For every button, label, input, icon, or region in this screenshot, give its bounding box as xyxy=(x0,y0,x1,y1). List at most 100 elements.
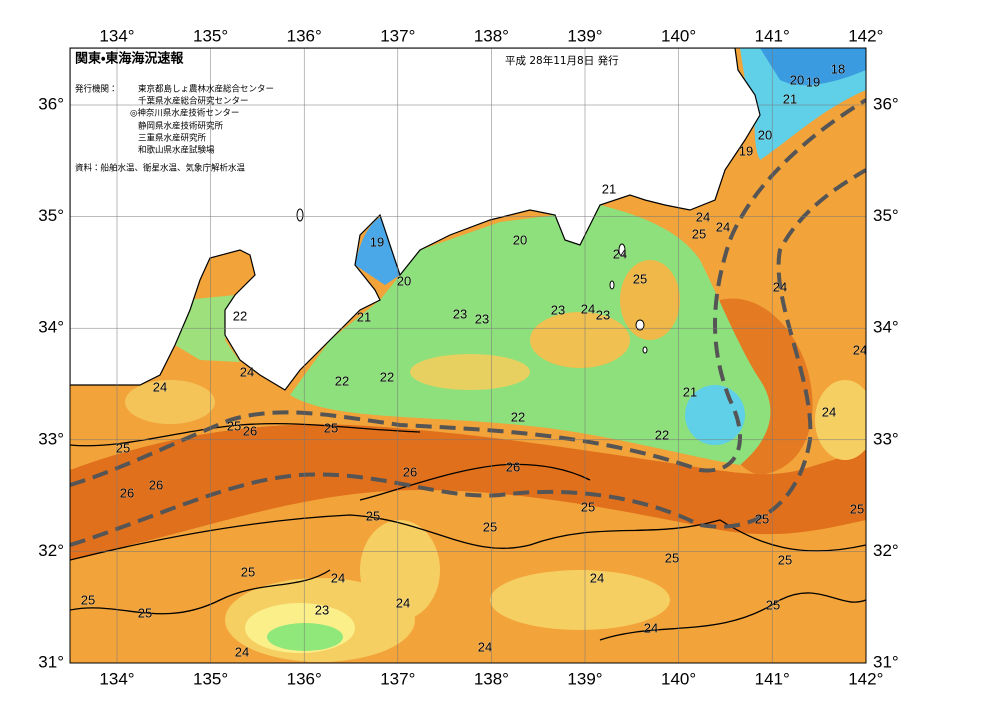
lat-label-right: 36° xyxy=(873,94,899,113)
isotherm-label: 23 xyxy=(315,602,329,617)
isotherm-label: 23 xyxy=(475,311,489,326)
isotherm-label: 26 xyxy=(149,477,163,492)
isotherm-label: 26 xyxy=(243,423,257,438)
island xyxy=(618,243,626,257)
cool-area xyxy=(490,570,670,630)
isotherm-label: 21 xyxy=(357,309,371,324)
land xyxy=(70,48,761,391)
issuer-name: 三重県水産研究所 xyxy=(138,133,207,144)
isotherm-label: 24 xyxy=(644,620,658,635)
islands xyxy=(296,208,648,354)
lat-label-right: 31° xyxy=(873,652,899,671)
isotherm-label: 22 xyxy=(335,373,349,388)
isotherm-label: 23 xyxy=(596,307,610,322)
isotherm-label: 21 xyxy=(602,181,616,196)
isotherm-label: 22 xyxy=(380,369,394,384)
isotherm-label: 24 xyxy=(235,644,249,659)
isotherm-label: 25 xyxy=(81,592,95,607)
kuroshio-axes xyxy=(70,98,866,547)
cool-area xyxy=(360,520,440,620)
isotherm-label: 24 xyxy=(478,639,492,654)
lat-label-right: 34° xyxy=(873,318,899,337)
lon-label-bottom: 139° xyxy=(567,669,602,688)
isotherm-label: 24 xyxy=(581,301,595,316)
isotherm-label: 24 xyxy=(773,279,787,294)
isotherm-label: 25 xyxy=(665,550,679,565)
lon-label-bottom: 135° xyxy=(193,669,228,688)
isotherm-label: 22 xyxy=(511,409,525,424)
isotherm-label: 20 xyxy=(758,127,772,142)
isotherm-label: 24 xyxy=(396,595,410,610)
lon-label-bottom: 137° xyxy=(380,669,415,688)
lat-label-left: 31° xyxy=(38,652,64,671)
isotherm-label: 21 xyxy=(783,91,797,106)
isotherm-label: 25 xyxy=(633,271,647,286)
warm-intrusion xyxy=(410,354,530,390)
kuroshio-axis xyxy=(70,168,866,547)
isotherm-label: 25 xyxy=(227,418,241,433)
isotherm-label: 25 xyxy=(116,440,130,455)
lat-label-right: 32° xyxy=(873,541,899,560)
island xyxy=(296,208,304,222)
isotherm-label: 25 xyxy=(755,511,769,526)
island xyxy=(642,346,648,354)
lon-label-top: 142° xyxy=(848,26,883,45)
isotherm-label: 25 xyxy=(850,501,864,516)
isotherm-label: 18 xyxy=(831,61,845,76)
isotherm-label: 26 xyxy=(403,464,417,479)
lat-label-left: 33° xyxy=(38,429,64,448)
isotherm-label: 25 xyxy=(581,499,595,514)
isotherm-label: 25 xyxy=(766,597,780,612)
lat-label-left: 36° xyxy=(38,94,64,113)
isotherm-label: 24 xyxy=(590,570,604,585)
lon-label-top: 137° xyxy=(380,26,415,45)
isotherm xyxy=(70,422,421,447)
lon-label-top: 141° xyxy=(755,26,790,45)
isotherm-label: 25 xyxy=(366,508,380,523)
issue-date: 平成 28年11月8日 発行 xyxy=(505,54,619,67)
isotherm-label: 20 xyxy=(397,273,411,288)
isotherm-label: 24 xyxy=(240,364,254,379)
issuer-name: ◎神奈川県水産技術センター xyxy=(130,108,239,119)
lon-label-bottom: 140° xyxy=(661,669,696,688)
isotherm-label: 26 xyxy=(506,459,520,474)
issuer-name: 和歌山県水産試験場 xyxy=(138,145,215,156)
isotherm-label: 24 xyxy=(853,342,867,357)
isotherms xyxy=(70,422,866,641)
issuer-name: 静岡県水産技術研究所 xyxy=(138,121,224,132)
isotherm-label: 24 xyxy=(716,219,730,234)
data-source: 資料：船舶水温、衛星水温、気象庁解析水温 xyxy=(75,163,246,174)
isotherm-label: 23 xyxy=(551,302,565,317)
lat-label-right: 33° xyxy=(873,429,899,448)
isotherm-label: 25 xyxy=(324,420,338,435)
channel-water xyxy=(175,295,240,362)
isotherm-label: 25 xyxy=(692,226,706,241)
isotherm-label: 20 xyxy=(513,232,527,247)
lon-label-top: 135° xyxy=(193,26,228,45)
isotherm-label: 19 xyxy=(370,234,384,249)
isotherm-label: 23 xyxy=(453,306,467,321)
issuer-name: 千葉県水産総合研究センター xyxy=(138,96,249,107)
cold-water xyxy=(760,48,866,86)
isotherm-label: 25 xyxy=(483,519,497,534)
isotherm xyxy=(359,463,591,501)
axis-labels: 134° 134° 135° 135° 136° 136° 137° 137° 138° 138°… xyxy=(38,26,898,688)
warm-intrusion xyxy=(620,260,680,340)
issuer-name: 東京都島しょ農林水産総合センター xyxy=(138,84,274,95)
isotherm-label: 26 xyxy=(120,485,134,500)
lon-label-bottom: 134° xyxy=(99,669,134,688)
graticule xyxy=(70,48,866,663)
lon-label-bottom: 142° xyxy=(848,669,883,688)
lat-label-right: 35° xyxy=(873,206,899,225)
lon-label-top: 139° xyxy=(567,26,602,45)
cool-area xyxy=(125,380,215,424)
isotherm-label: 25 xyxy=(241,564,255,579)
isotherm xyxy=(599,592,866,641)
lat-label-left: 34° xyxy=(38,318,64,337)
legend-block: 関東・東海海況速報 平成 28年11月8日 発行 発行機関： 資料：船舶水温、衛… xyxy=(75,51,619,174)
